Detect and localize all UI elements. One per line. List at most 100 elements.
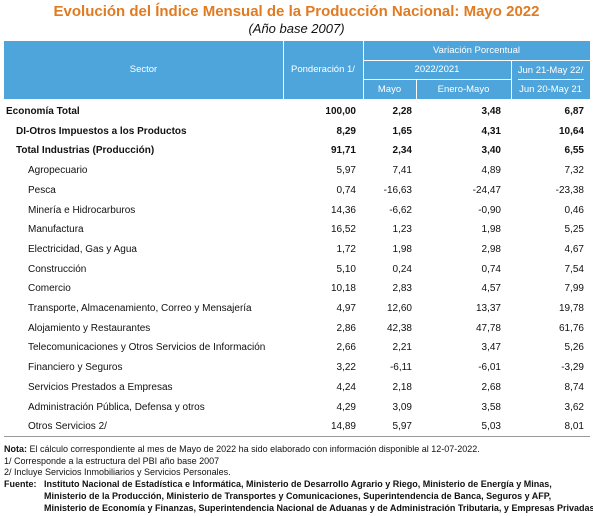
cell-value: 4,57 (481, 283, 501, 295)
cell-value: 2,28 (392, 106, 412, 117)
cell-value: 1,98 (481, 224, 501, 236)
sector-name: Manufactura (28, 224, 84, 236)
cell-value: 2,21 (392, 342, 412, 354)
note: 1/ Corresponde a la estructura del PBI a… (4, 456, 220, 466)
cell-value: 2,34 (392, 145, 412, 157)
cell-value: 0,46 (564, 204, 584, 216)
sector-name: Administración Pública, Defensa y otros (28, 401, 205, 413)
source: Ministerio de Economía y Finanzas, Super… (44, 503, 593, 513)
cell-value: 6,55 (564, 145, 584, 157)
cell-value: -24,47 (472, 184, 501, 196)
note: El cálculo correspondiente al mes de May… (29, 444, 480, 454)
cell-value: -6,11 (389, 362, 412, 374)
note-label: Nota: (4, 444, 27, 454)
sector-name: Financiero y Seguros (28, 362, 123, 374)
sector-name: DI-Otros Impuestos a los Productos (16, 125, 187, 137)
cell-value: 1,23 (392, 224, 412, 236)
col-header: 2022/2021 (414, 64, 460, 75)
cell-value: -6,62 (389, 204, 412, 216)
cell-value: 42,38 (386, 322, 412, 334)
cell-value: 10,64 (558, 125, 584, 137)
cell-value: 8,01 (564, 421, 584, 433)
cell-value: 61,76 (558, 322, 584, 334)
cell-value: 2,98 (481, 243, 501, 255)
col-header: Jun 21-May 22/ (517, 65, 584, 76)
cell-value: 4,97 (336, 303, 356, 314)
sector-name: Servicios Prestados a Empresas (28, 381, 173, 393)
subtitle: (Año base 2007) (248, 21, 345, 36)
cell-value: 2,83 (392, 283, 412, 295)
cell-value: 3,58 (481, 401, 501, 413)
cell-value: 7,54 (564, 263, 584, 275)
cell-value: 1,65 (392, 125, 412, 137)
cell-value: 1,72 (336, 243, 356, 255)
sector-name: Comercio (28, 283, 71, 295)
cell-value: -6,01 (478, 362, 501, 374)
cell-value: 6,87 (564, 106, 584, 117)
cell-value: 3,47 (481, 342, 501, 354)
sector-name: Agropecuario (28, 165, 88, 177)
col-header: Jun 20-May 21 (519, 84, 582, 95)
cell-value: 91,71 (330, 145, 356, 157)
sector-name: Minería e Hidrocarburos (28, 204, 136, 216)
cell-value: 7,99 (564, 283, 584, 295)
cell-value: 100,00 (325, 106, 356, 117)
table-header (4, 41, 590, 99)
cell-value: 19,78 (558, 303, 584, 314)
cell-value: 4,29 (336, 401, 356, 413)
cell-value: 5,97 (336, 165, 356, 177)
cell-value: -23,38 (555, 184, 584, 196)
cell-value: 4,67 (564, 243, 584, 255)
cell-value: -3,29 (561, 362, 584, 374)
cell-value: 5,26 (564, 342, 584, 354)
cell-value: 3,48 (481, 106, 501, 117)
cell-value: 7,41 (392, 165, 412, 177)
cell-value: 4,89 (481, 165, 501, 177)
cell-value: 3,09 (392, 401, 412, 413)
sector-name: Economía Total (6, 106, 80, 117)
col-header: Enero-Mayo (437, 84, 490, 95)
cell-value: 2,18 (392, 381, 412, 393)
cell-value: 0,24 (392, 263, 412, 275)
cell-value: 5,25 (564, 224, 584, 236)
sector-name: Total Industrias (Producción) (16, 145, 155, 157)
sector-name: Alojamiento y Restaurantes (28, 322, 151, 334)
cell-value: 5,03 (481, 421, 501, 433)
cell-value: 2,66 (336, 342, 356, 354)
cell-value: 12,60 (386, 303, 412, 314)
cell-value: 16,52 (330, 224, 356, 236)
source: Instituto Nacional de Estadística e Info… (44, 479, 552, 489)
sector-name: Construcción (28, 263, 87, 275)
source: Ministerio de la Producción, Ministerio … (44, 491, 552, 501)
sector-name: Pesca (28, 184, 56, 196)
sector-name: Transporte, Almacenamiento, Correo y Men… (28, 303, 252, 314)
cell-value: 47,78 (475, 322, 501, 334)
cell-value: 14,89 (330, 421, 356, 433)
cell-value: 14,36 (330, 204, 356, 216)
cell-value: 7,32 (564, 165, 584, 177)
col-header: Sector (129, 64, 158, 75)
col-header: Variación Porcentual (433, 45, 520, 56)
cell-value: 8,29 (336, 125, 356, 137)
sector-name: Otros Servicios 2/ (28, 421, 107, 433)
cell-value: 3,40 (481, 145, 501, 157)
note: 2/ Incluye Servicios Inmobiliarios y Ser… (4, 467, 231, 477)
cell-value: 5,10 (336, 263, 356, 275)
col-header: Mayo (377, 84, 402, 95)
cell-value: 0,74 (481, 263, 501, 275)
source-label: Fuente: (4, 479, 37, 489)
cell-value: 0,74 (336, 184, 356, 196)
cell-value: 5,97 (392, 421, 412, 433)
cell-value: 1,98 (392, 243, 412, 255)
cell-value: -0,90 (478, 204, 501, 216)
cell-value: 4,24 (336, 381, 356, 393)
sector-name: Telecomunicaciones y Otros Servicios de … (28, 342, 266, 354)
cell-value: 3,62 (564, 401, 584, 413)
cell-value: 10,18 (330, 283, 356, 295)
title: Evolución del Índice Mensual de la Produ… (53, 3, 540, 20)
cell-value: 3,22 (336, 362, 356, 374)
cell-value: 8,74 (564, 381, 584, 393)
cell-value: 2,68 (481, 381, 501, 393)
col-header: Ponderación 1/ (291, 64, 355, 75)
